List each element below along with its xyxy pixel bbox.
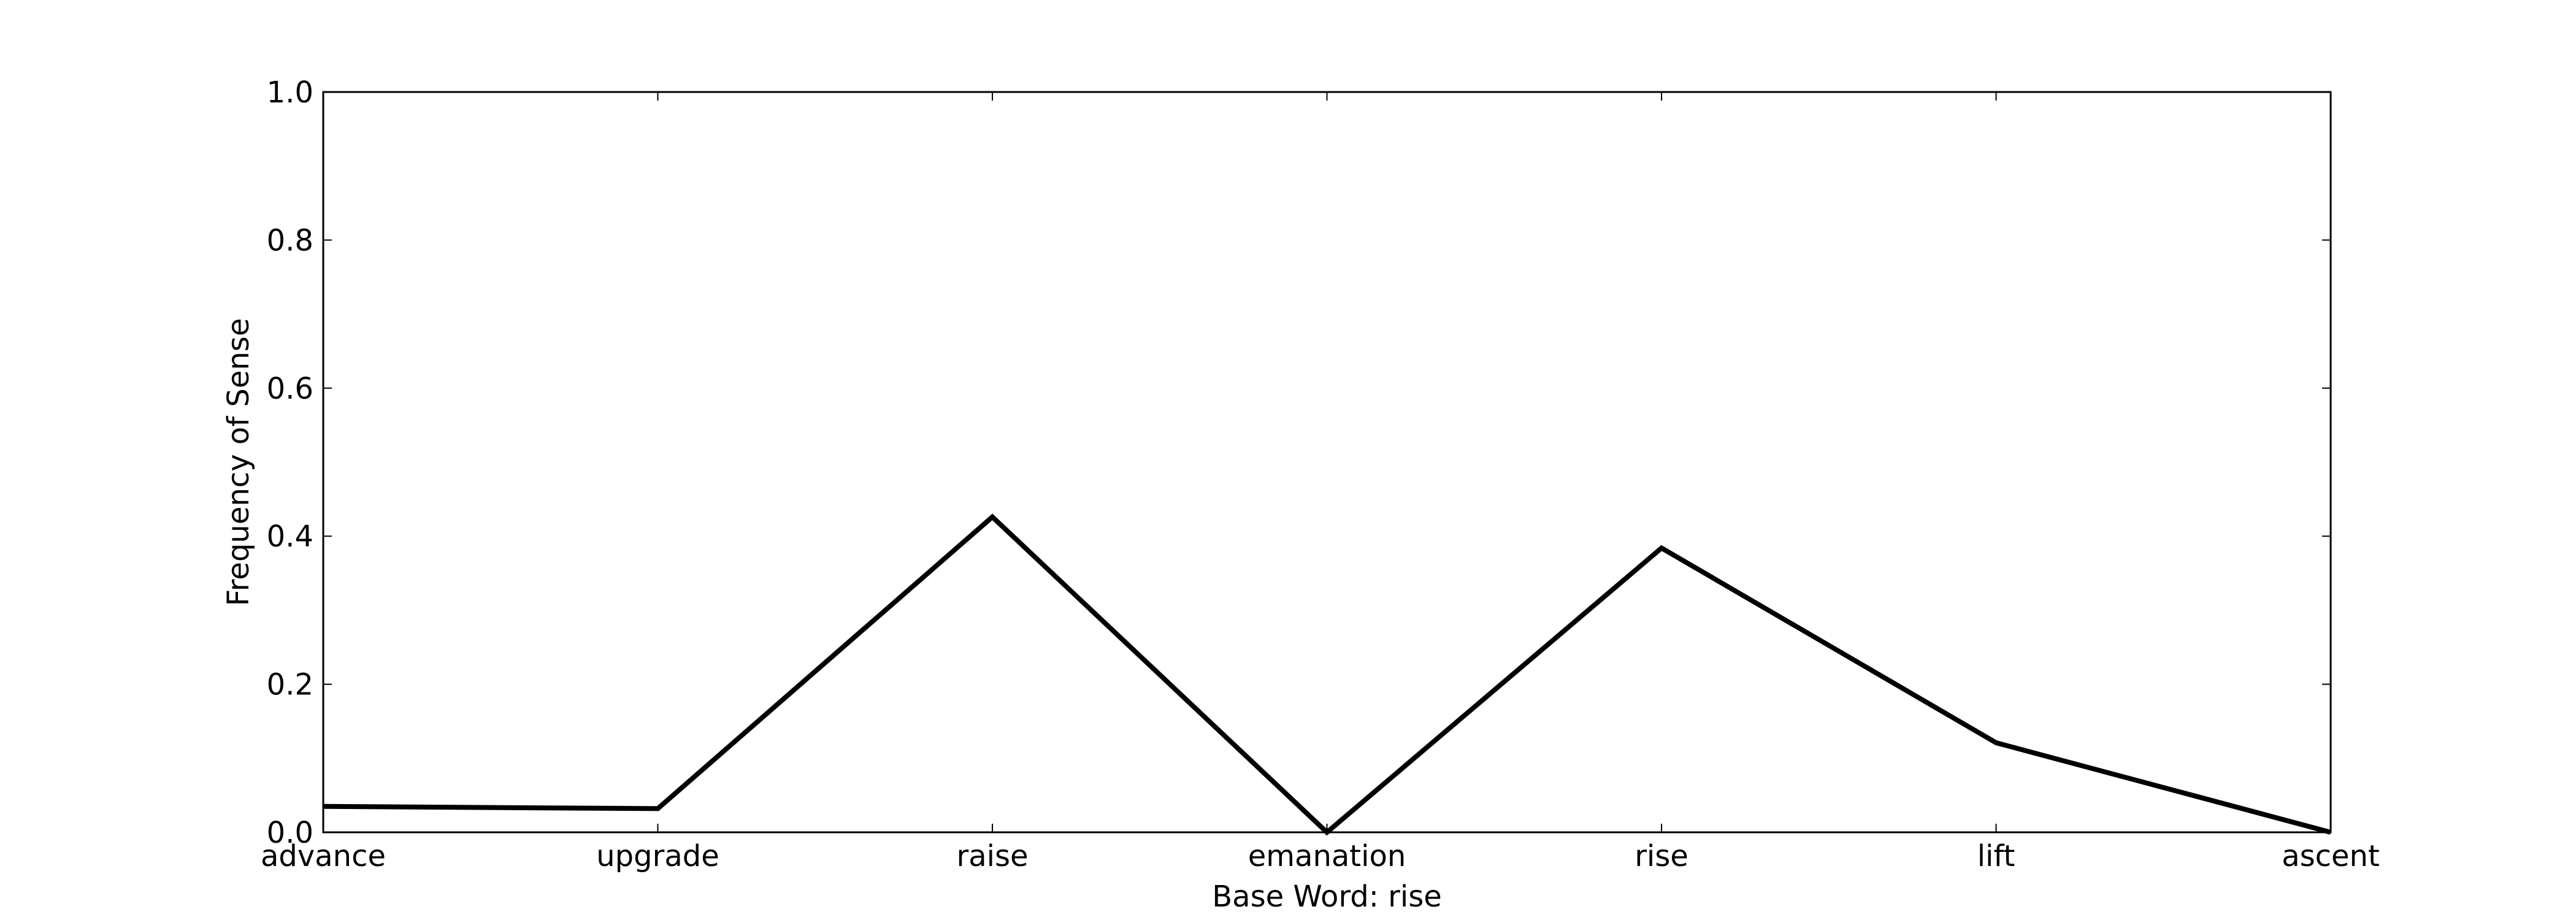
y-tick-label: 0.0 [267, 816, 313, 850]
x-tick-label: lift [1977, 839, 2015, 873]
x-tick-label: raise [956, 839, 1028, 873]
y-axis-title: Frequency of Sense [221, 318, 256, 607]
x-tick-label: rise [1635, 839, 1689, 873]
labels-layer: advance upgrade raise emanation rise lift asce… [261, 75, 2380, 873]
x-tick-label: upgrade [596, 839, 719, 873]
y-tick-label: 0.4 [267, 519, 313, 554]
y-tick-label: 1.0 [267, 75, 313, 110]
y-tick-label: 0.8 [267, 223, 313, 258]
series-line [323, 513, 2332, 836]
x-axis-title: Base Word: rise [1212, 880, 1442, 914]
y-tick-label: 0.2 [267, 668, 313, 702]
plot-frame [322, 91, 2332, 834]
series-layer [323, 513, 2332, 836]
x-tick-label: advance [261, 839, 386, 873]
x-tick-label: ascent [2282, 839, 2380, 873]
ticks-layer [323, 91, 2331, 833]
x-tick-label: emanation [1248, 839, 1406, 873]
y-tick-label: 0.6 [267, 372, 313, 406]
